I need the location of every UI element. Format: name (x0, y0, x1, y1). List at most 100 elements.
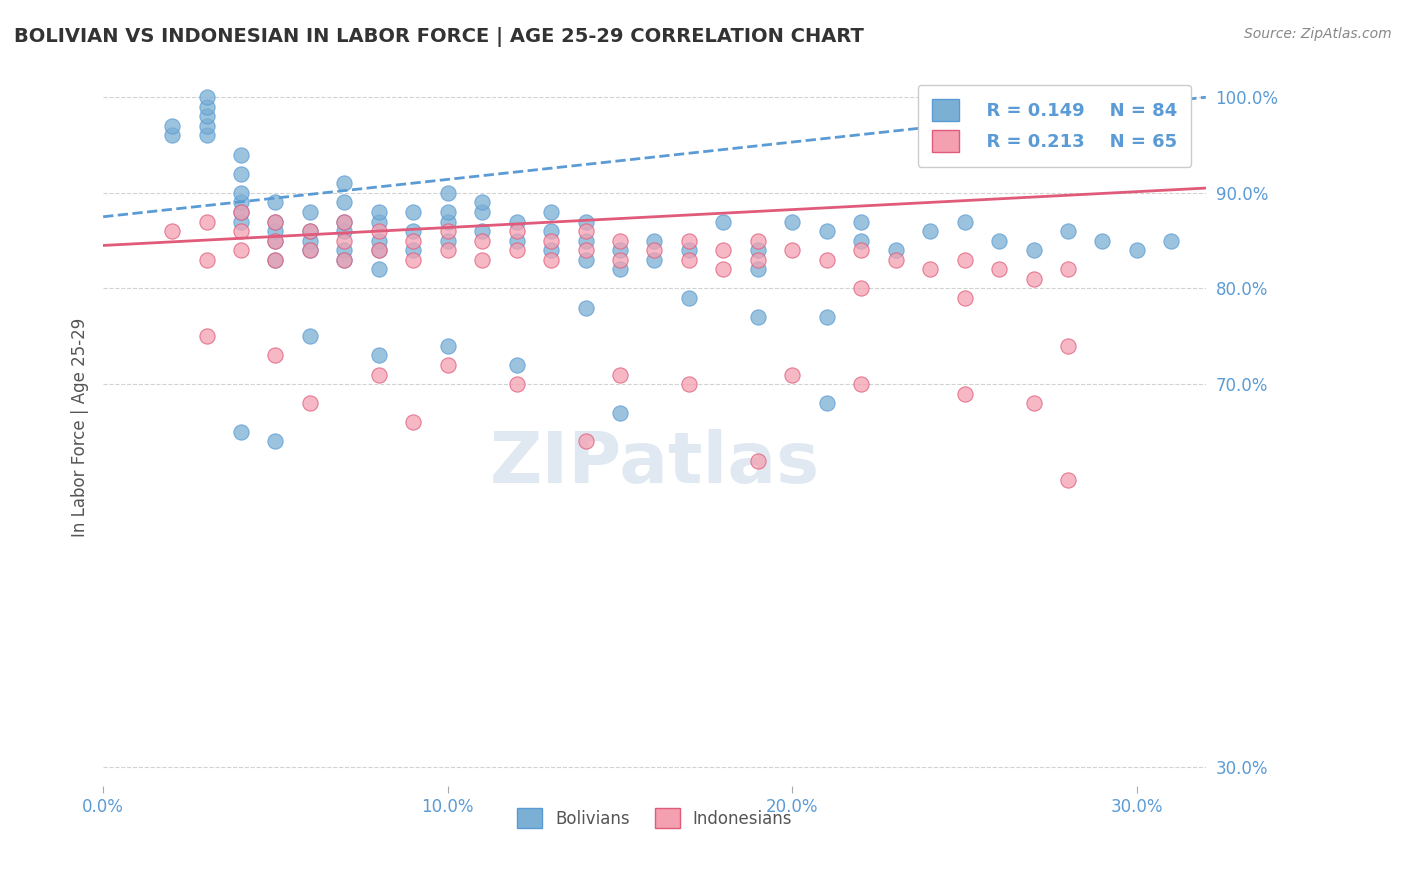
Point (1022, 396, 1045, 410)
Point (436, 214, 458, 228)
Point (609, 406, 631, 420)
Point (643, 244, 665, 258)
Point (264, 252, 287, 267)
Point (782, 214, 804, 228)
Point (333, 252, 356, 267)
Point (609, 368, 631, 382)
Point (609, 244, 631, 258)
Point (333, 176, 356, 190)
Point (851, 214, 873, 228)
Point (747, 262, 769, 277)
Point (505, 244, 527, 258)
Point (229, 167, 252, 181)
Point (1126, 244, 1149, 258)
Point (298, 224, 321, 238)
Point (333, 224, 356, 238)
Point (851, 244, 873, 258)
Point (160, 224, 183, 238)
Point (747, 310, 769, 325)
Point (367, 214, 389, 228)
Point (229, 195, 252, 210)
Point (471, 205, 494, 219)
Point (884, 244, 907, 258)
Point (229, 244, 252, 258)
Point (711, 244, 734, 258)
Point (815, 224, 838, 238)
Point (988, 262, 1011, 277)
Point (264, 434, 287, 449)
Point (402, 244, 425, 258)
Point (678, 291, 700, 305)
Point (436, 234, 458, 248)
Point (747, 244, 769, 258)
Point (505, 234, 527, 248)
Point (160, 119, 183, 133)
Point (367, 244, 389, 258)
Point (505, 358, 527, 372)
Point (574, 224, 596, 238)
Point (609, 234, 631, 248)
Point (711, 262, 734, 277)
Point (195, 128, 218, 143)
Point (505, 224, 527, 238)
Y-axis label: In Labor Force | Age 25-29: In Labor Force | Age 25-29 (72, 318, 89, 537)
Point (1057, 262, 1080, 277)
Point (229, 425, 252, 439)
Point (505, 214, 527, 228)
Point (367, 224, 389, 238)
Point (678, 244, 700, 258)
Point (333, 244, 356, 258)
Point (229, 224, 252, 238)
Point (953, 252, 976, 267)
Point (540, 252, 562, 267)
Text: ZIPatlas: ZIPatlas (489, 428, 820, 498)
Point (298, 244, 321, 258)
Point (298, 224, 321, 238)
Point (540, 234, 562, 248)
Point (229, 205, 252, 219)
Point (367, 348, 389, 362)
Point (851, 234, 873, 248)
Point (471, 195, 494, 210)
Point (160, 128, 183, 143)
Point (678, 252, 700, 267)
Point (643, 252, 665, 267)
Point (402, 416, 425, 430)
Point (367, 244, 389, 258)
Point (333, 195, 356, 210)
Point (298, 244, 321, 258)
Point (367, 234, 389, 248)
Point (402, 224, 425, 238)
Point (1057, 224, 1080, 238)
Point (436, 244, 458, 258)
Point (195, 100, 218, 114)
Point (471, 234, 494, 248)
Point (195, 109, 218, 123)
Legend: Bolivians, Indonesians: Bolivians, Indonesians (510, 801, 799, 835)
Point (264, 348, 287, 362)
Point (540, 205, 562, 219)
Point (851, 377, 873, 392)
Point (436, 358, 458, 372)
Point (747, 453, 769, 467)
Point (782, 244, 804, 258)
Point (264, 234, 287, 248)
Point (1022, 272, 1045, 286)
Point (574, 301, 596, 315)
Point (333, 214, 356, 228)
Point (505, 377, 527, 392)
Point (195, 214, 218, 228)
Point (402, 252, 425, 267)
Point (367, 262, 389, 277)
Point (264, 224, 287, 238)
Point (333, 214, 356, 228)
Point (264, 214, 287, 228)
Point (643, 234, 665, 248)
Point (402, 205, 425, 219)
Point (815, 310, 838, 325)
Point (851, 281, 873, 295)
Point (747, 234, 769, 248)
Point (540, 224, 562, 238)
Point (953, 386, 976, 401)
Point (195, 329, 218, 343)
